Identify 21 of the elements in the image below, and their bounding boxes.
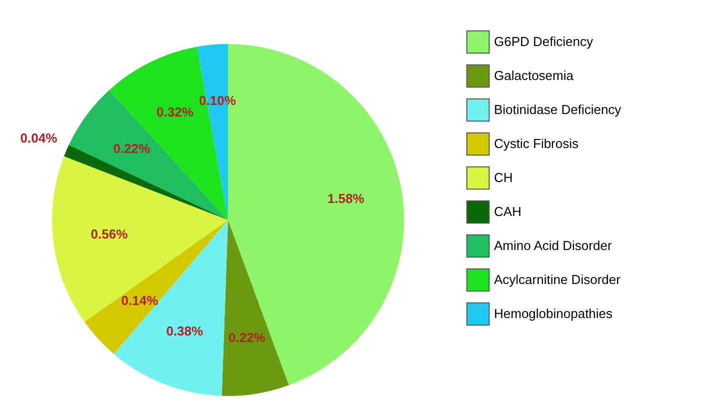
data-label: 0.04% [20, 130, 58, 146]
legend-label: Cystic Fibrosis [494, 136, 580, 151]
data-label: 1.58% [327, 190, 365, 206]
data-label: 0.56% [90, 226, 128, 242]
legend-label: Acylcarnitine Disorder [494, 272, 622, 287]
pie-slice [222, 220, 289, 396]
data-label: 0.32% [156, 104, 194, 120]
legend-label: CAH [494, 204, 522, 219]
pie-slice [84, 220, 228, 354]
data-label: 0.38% [166, 324, 204, 339]
legend-label: Amino Acid Disorder [494, 238, 612, 253]
legend-label: Galactosemia [494, 68, 574, 83]
legend-label: Hemoglobinopathies [494, 306, 614, 321]
data-label: 0.22% [113, 140, 151, 156]
legend-label: Biotinidase Deficiency [494, 102, 622, 117]
pie-slice [52, 156, 228, 322]
legend-label: CH [494, 170, 513, 185]
data-label: 0.14% [121, 292, 159, 308]
legend-label: G6PD Deficiency [494, 34, 594, 49]
data-label: 0.22% [228, 330, 266, 346]
pie-slice [64, 144, 228, 220]
